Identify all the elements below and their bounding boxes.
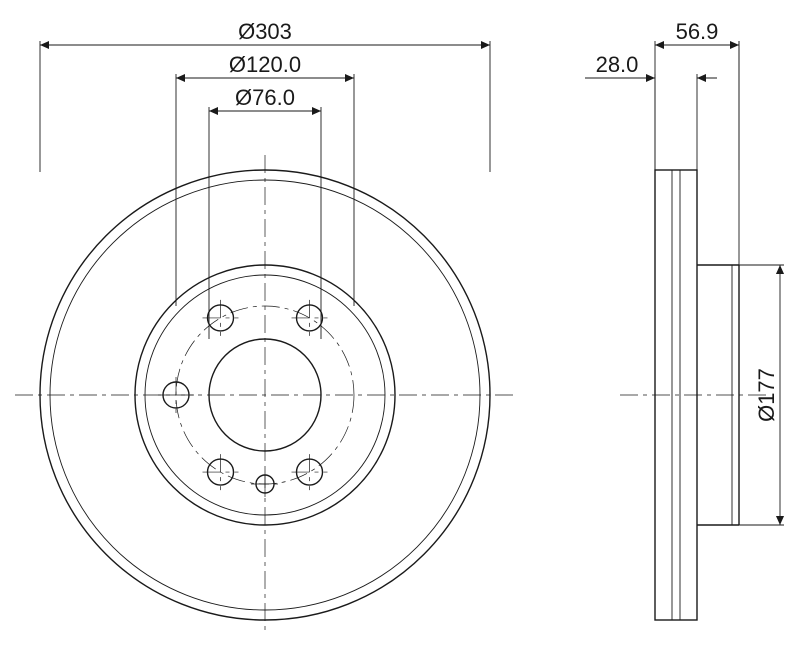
dim-label: Ø303	[238, 19, 292, 44]
dim-label: Ø177	[754, 368, 779, 422]
dim-label: 28.0	[596, 52, 639, 77]
dim-label: Ø120.0	[229, 52, 301, 77]
dim-label: Ø76.0	[235, 85, 295, 110]
dim-label: 56.9	[676, 19, 719, 44]
